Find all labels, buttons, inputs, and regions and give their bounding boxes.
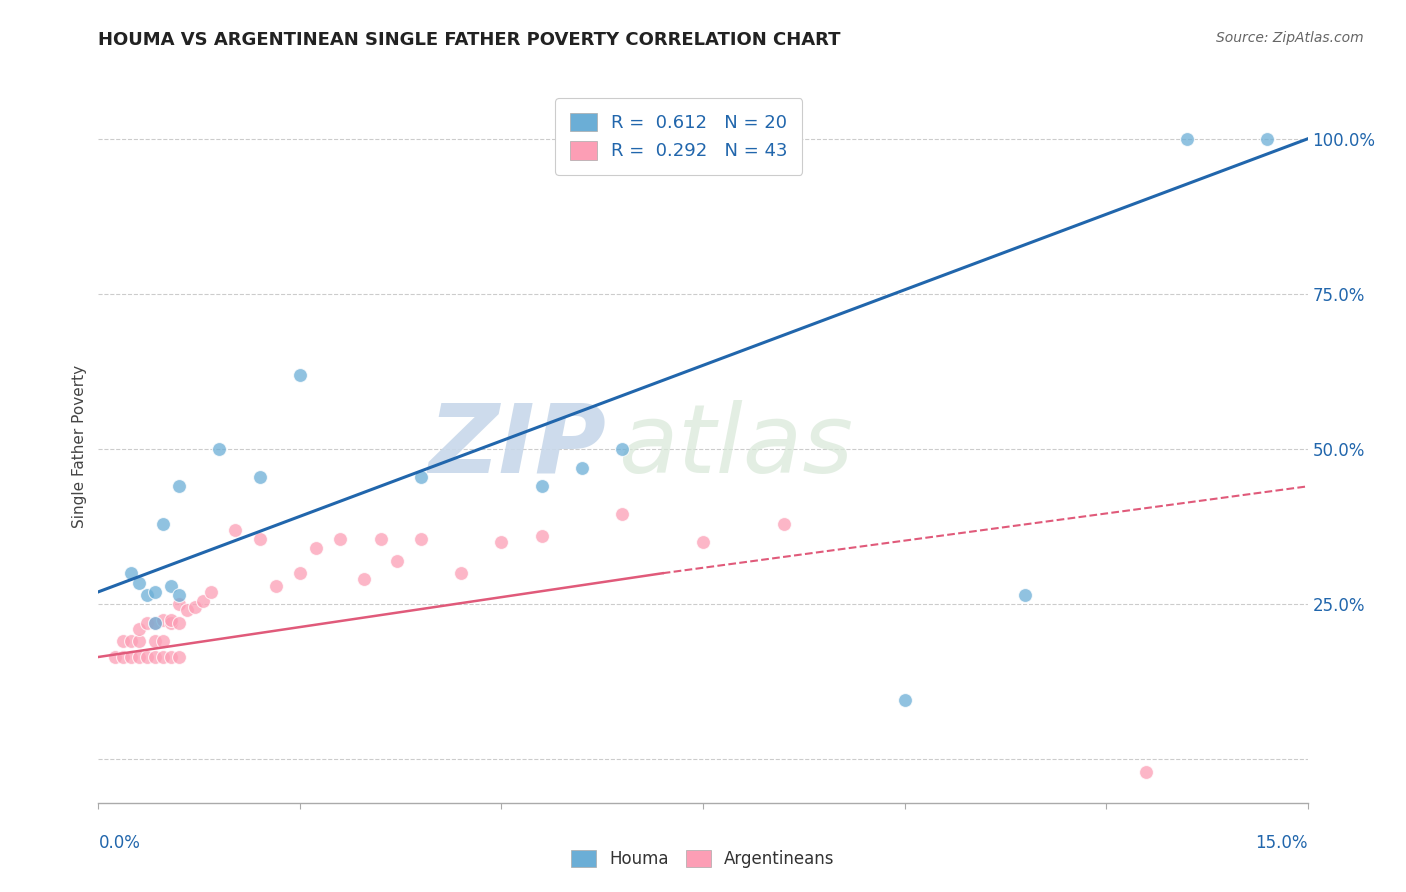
Point xyxy=(353,573,375,587)
Point xyxy=(1135,764,1157,779)
Point xyxy=(305,541,328,556)
Point xyxy=(111,634,134,648)
Legend: R =  0.612   N = 20, R =  0.292   N = 43: R = 0.612 N = 20, R = 0.292 N = 43 xyxy=(555,98,803,175)
Point xyxy=(1256,132,1278,146)
Point xyxy=(120,634,142,648)
Point xyxy=(152,613,174,627)
Point xyxy=(160,650,183,665)
Point xyxy=(530,529,553,543)
Point xyxy=(450,566,472,581)
Point xyxy=(692,535,714,549)
Point xyxy=(160,615,183,630)
Point xyxy=(176,603,198,617)
Point xyxy=(135,588,157,602)
Point xyxy=(329,532,352,546)
Point xyxy=(409,470,432,484)
Point xyxy=(249,532,271,546)
Text: atlas: atlas xyxy=(619,400,853,492)
Point xyxy=(612,508,634,522)
Point xyxy=(135,615,157,630)
Point xyxy=(167,597,190,611)
Point xyxy=(370,532,392,546)
Text: 15.0%: 15.0% xyxy=(1256,834,1308,852)
Point xyxy=(208,442,231,456)
Point xyxy=(385,554,408,568)
Point xyxy=(160,613,183,627)
Point xyxy=(184,600,207,615)
Point xyxy=(143,615,166,630)
Point xyxy=(143,615,166,630)
Point xyxy=(128,622,150,636)
Point xyxy=(152,516,174,531)
Point xyxy=(111,650,134,665)
Point xyxy=(167,588,190,602)
Point xyxy=(571,460,593,475)
Text: ZIP: ZIP xyxy=(429,400,606,492)
Text: Source: ZipAtlas.com: Source: ZipAtlas.com xyxy=(1216,31,1364,45)
Point xyxy=(152,634,174,648)
Point xyxy=(135,650,157,665)
Point xyxy=(249,470,271,484)
Point xyxy=(160,579,183,593)
Point xyxy=(224,523,246,537)
Point xyxy=(612,442,634,456)
Point xyxy=(193,594,215,608)
Point xyxy=(1175,132,1198,146)
Point xyxy=(120,566,142,581)
Point xyxy=(1014,588,1036,602)
Legend: Houma, Argentineans: Houma, Argentineans xyxy=(565,843,841,875)
Point xyxy=(288,368,311,382)
Point xyxy=(128,634,150,648)
Point xyxy=(530,479,553,493)
Point xyxy=(143,584,166,599)
Point xyxy=(167,479,190,493)
Point xyxy=(143,650,166,665)
Point xyxy=(167,615,190,630)
Point xyxy=(128,575,150,590)
Point xyxy=(120,650,142,665)
Point xyxy=(409,532,432,546)
Text: 0.0%: 0.0% xyxy=(98,834,141,852)
Point xyxy=(264,579,287,593)
Point xyxy=(167,650,190,665)
Point xyxy=(288,566,311,581)
Point xyxy=(893,693,915,707)
Point xyxy=(128,650,150,665)
Point xyxy=(143,634,166,648)
Point xyxy=(152,650,174,665)
Point xyxy=(103,650,125,665)
Point xyxy=(772,516,794,531)
Point xyxy=(491,535,513,549)
Text: HOUMA VS ARGENTINEAN SINGLE FATHER POVERTY CORRELATION CHART: HOUMA VS ARGENTINEAN SINGLE FATHER POVER… xyxy=(98,31,841,49)
Point xyxy=(200,584,222,599)
Y-axis label: Single Father Poverty: Single Father Poverty xyxy=(72,365,87,527)
